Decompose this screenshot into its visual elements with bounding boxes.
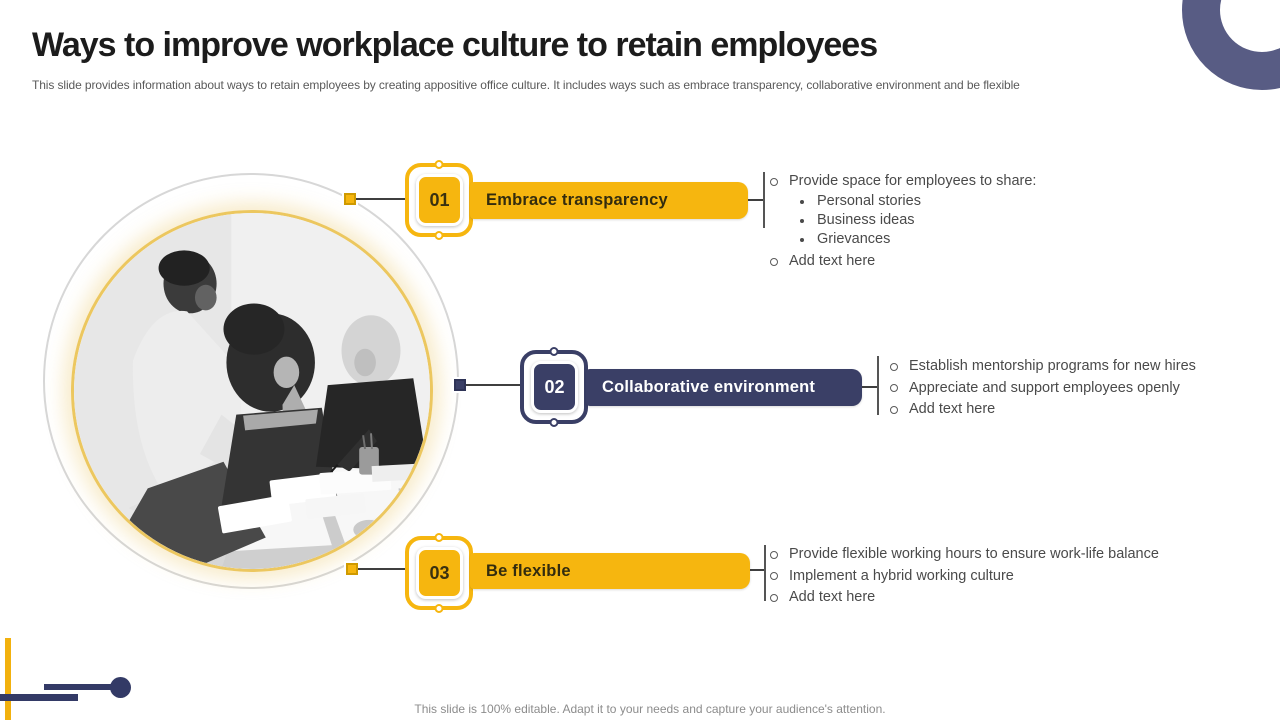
list-item: Implement a hybrid working culture [770, 566, 1210, 588]
bracket-02 [877, 356, 879, 415]
badge-02-text: 02 [544, 376, 565, 397]
bullet-icon [890, 384, 898, 393]
node-marker-01-icon [344, 193, 356, 205]
tick-03 [749, 569, 765, 571]
notch-icon [434, 533, 444, 542]
connector-line-02 [466, 384, 521, 386]
node-marker-03-icon [346, 563, 358, 575]
bottom-left-navy-line [44, 684, 116, 690]
bottom-left-yellow-bar [5, 638, 11, 720]
list-item: Add text here [770, 251, 1110, 272]
bullet-icon [770, 593, 778, 602]
bullet-icon [770, 257, 778, 266]
bracket-01 [763, 172, 765, 228]
badge-03-text: 03 [429, 562, 450, 583]
banner-03: Be flexible [470, 553, 750, 589]
page-title: Ways to improve workplace culture to ret… [32, 26, 878, 64]
banner-02-label: Collaborative environment [602, 378, 816, 396]
list-item: Business ideas [770, 211, 1110, 230]
connector-line-01 [356, 198, 406, 200]
bullet-text: Add text here [789, 253, 876, 269]
banner-03-label: Be flexible [486, 561, 571, 580]
tick-01 [747, 199, 764, 201]
list-item: Provide flexible working hours to ensure… [770, 544, 1210, 566]
footer-note: This slide is 100% editable. Adapt it to… [414, 702, 886, 716]
bullet-text: Add text here [909, 401, 996, 417]
bullet-icon [890, 405, 898, 414]
bullet-text: Establish mentorship programs for new hi… [909, 358, 1196, 374]
bullet-text: Implement a hybrid working culture [789, 567, 1014, 584]
bullet-text: Provide flexible working hours to ensure… [789, 546, 1159, 562]
sub-bullet-icon [800, 218, 804, 223]
banner-02: Collaborative environment [586, 369, 862, 406]
bullet-text: Appreciate and support employees openly [909, 379, 1180, 396]
bullet-text: Personal stories [817, 193, 921, 209]
bullet-text: Business ideas [817, 212, 915, 228]
bullet-icon [890, 362, 898, 371]
bullet-text: Grievances [817, 231, 891, 247]
banner-01: Embrace transparency [470, 182, 748, 219]
bottom-left-navy-line-2 [0, 694, 78, 701]
list-item: Provide space for employees to share: [770, 171, 1110, 192]
bullet-list-02: Establish mentorship programs for new hi… [890, 356, 1250, 421]
bullet-icon [770, 177, 778, 186]
list-item: Add text here [770, 587, 1210, 609]
list-item: Personal stories [770, 192, 1110, 211]
connector-line-03 [358, 568, 406, 570]
sub-bullet-icon [800, 199, 804, 204]
badge-number-03: 03 [416, 547, 463, 599]
badge-number-01: 01 [416, 174, 463, 226]
bottom-left-navy-dot-icon [110, 677, 131, 698]
notch-icon [434, 604, 444, 613]
team-photo [71, 210, 433, 572]
notch-icon [549, 418, 559, 427]
bullet-list-01: Provide space for employees to share: Pe… [770, 171, 1110, 272]
bracket-03 [764, 545, 766, 601]
list-item: Establish mentorship programs for new hi… [890, 356, 1250, 378]
bullet-icon [770, 550, 778, 559]
list-item: Grievances [770, 230, 1110, 249]
tick-02 [860, 386, 877, 388]
banner-01-label: Embrace transparency [486, 191, 668, 209]
bullet-icon [770, 572, 778, 581]
bullet-text: Provide space for employees to share: [789, 173, 1037, 189]
notch-icon [434, 160, 444, 169]
badge-number-02: 02 [531, 361, 578, 413]
badge-01-text: 01 [429, 189, 450, 210]
sub-bullet-icon [800, 237, 804, 242]
corner-ring-icon [1182, 0, 1280, 90]
team-photo-illustration [74, 213, 430, 569]
notch-icon [434, 231, 444, 240]
bullet-text: Add text here [789, 589, 876, 605]
notch-icon [549, 347, 559, 356]
bullet-list-03: Provide flexible working hours to ensure… [770, 544, 1210, 609]
slide-subtitle: This slide provides information about wa… [32, 78, 1020, 92]
list-item: Appreciate and support employees openly [890, 378, 1250, 400]
list-item: Add text here [890, 399, 1250, 421]
node-marker-02-icon [454, 379, 466, 391]
